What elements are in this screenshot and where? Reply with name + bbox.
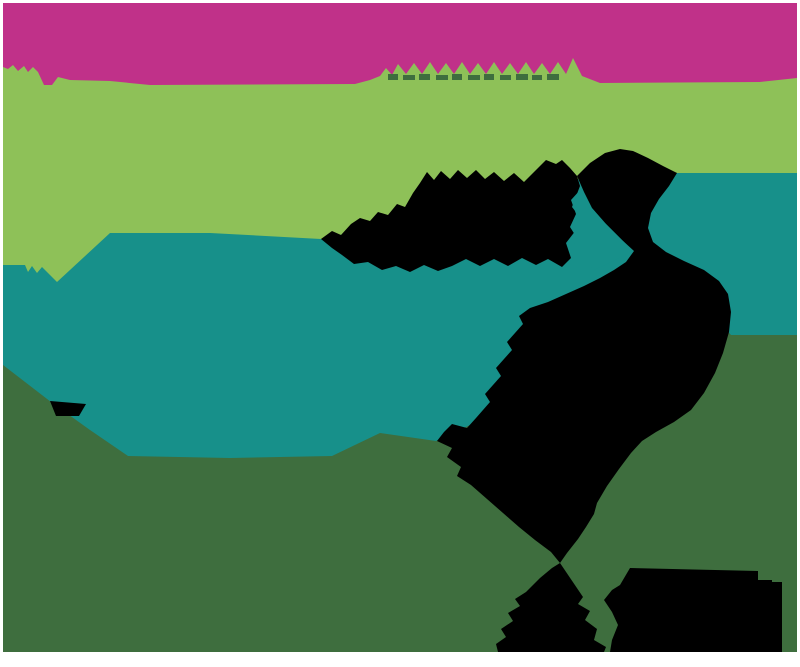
noise-dash bbox=[468, 75, 480, 80]
magenta-band bbox=[3, 3, 797, 85]
noise-dash bbox=[547, 74, 559, 80]
noise-dash bbox=[484, 74, 494, 80]
teal-gap-wedge bbox=[570, 189, 632, 270]
noise-dash bbox=[436, 75, 448, 80]
small-speck bbox=[50, 401, 86, 416]
noise-dash bbox=[388, 74, 398, 80]
noise-dash bbox=[419, 74, 430, 80]
lower-triangle-silhouette bbox=[496, 563, 606, 652]
noise-dash bbox=[403, 75, 415, 80]
upper-horizontal-silhouette bbox=[321, 160, 583, 272]
noise-dash bbox=[532, 75, 542, 80]
diagonal-silhouette bbox=[437, 149, 731, 563]
noise-dash bbox=[516, 74, 528, 80]
noise-dash-row bbox=[388, 74, 559, 80]
bottom-right-slab-silhouette bbox=[604, 568, 782, 652]
noise-dash bbox=[452, 74, 462, 80]
light-green-band bbox=[3, 40, 797, 282]
noise-dash bbox=[500, 75, 511, 80]
